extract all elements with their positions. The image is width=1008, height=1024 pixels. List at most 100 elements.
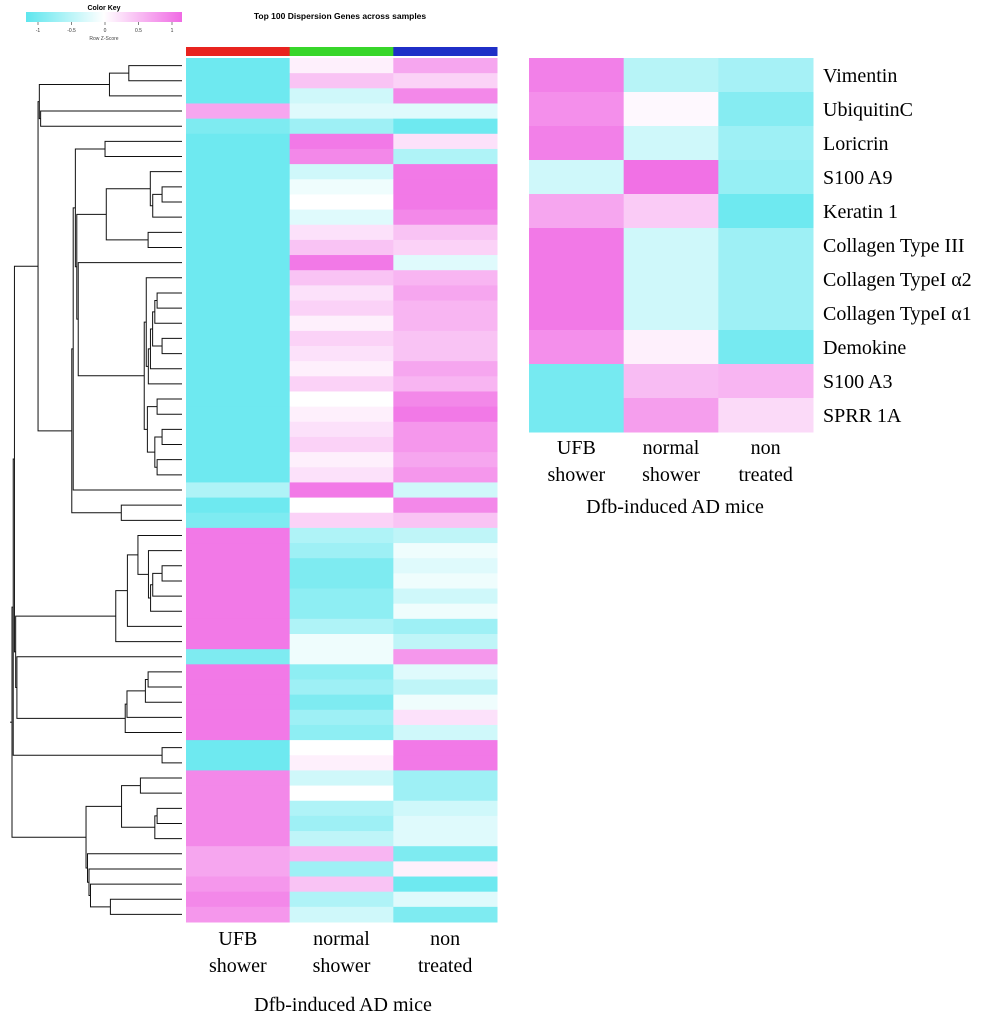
heatmap-cell bbox=[393, 103, 498, 120]
heatmap-cell bbox=[186, 103, 291, 120]
dendrogram-branch bbox=[11, 606, 87, 838]
color-key-subtitle: Row Z-Score bbox=[89, 36, 118, 42]
column-color-swatch bbox=[393, 47, 498, 56]
heatmap-cell bbox=[393, 831, 498, 847]
heatmap-cell bbox=[718, 398, 814, 433]
heatmap-cell bbox=[289, 603, 394, 620]
column-label: UFB bbox=[218, 928, 257, 950]
heatmap-cell bbox=[186, 452, 291, 468]
dendrogram-branch bbox=[120, 504, 182, 521]
heatmap-cell bbox=[718, 228, 814, 263]
heatmap-cell bbox=[186, 270, 291, 286]
heatmap-cell bbox=[186, 148, 291, 165]
dendrogram-branch bbox=[85, 805, 122, 869]
gene-label: Collagen Type III bbox=[823, 235, 965, 257]
color-key-tick-label: -1 bbox=[36, 28, 41, 34]
heatmap-cell bbox=[186, 649, 291, 665]
heatmap-cell bbox=[623, 160, 719, 195]
heatmap-cell bbox=[393, 164, 498, 180]
heatmap-cell bbox=[289, 88, 394, 104]
dendrogram-branch bbox=[72, 207, 182, 491]
heatmap-cell bbox=[289, 255, 394, 271]
heatmap-cell bbox=[289, 588, 394, 605]
heatmap-cell bbox=[393, 239, 498, 256]
dendrogram-branch bbox=[152, 572, 182, 597]
gene-label: Vimentin bbox=[823, 65, 897, 87]
heatmap-cell bbox=[289, 315, 394, 332]
gene-label: Collagen TypeI α2 bbox=[823, 269, 972, 291]
heatmap-cell bbox=[186, 558, 291, 574]
heatmap-cell bbox=[393, 891, 498, 908]
heatmap-cell bbox=[393, 270, 498, 286]
heatmap-cell bbox=[186, 255, 291, 271]
heatmap-cell bbox=[289, 512, 394, 529]
gene-label: S100 A9 bbox=[823, 167, 892, 189]
color-key-tick-label: 0.5 bbox=[135, 28, 142, 34]
heatmap-cell bbox=[393, 906, 498, 923]
heatmap-cell bbox=[186, 543, 291, 559]
heatmap-cell bbox=[186, 179, 291, 195]
heatmap-cell bbox=[289, 270, 394, 286]
heatmap-cell bbox=[289, 831, 394, 847]
color-key-tick-label: 0 bbox=[104, 28, 107, 34]
gene-label: SPRR 1A bbox=[823, 405, 902, 427]
dendrogram-branch bbox=[12, 458, 163, 756]
heatmap-cell bbox=[289, 300, 394, 317]
heatmap-cell bbox=[186, 785, 291, 802]
heatmap-cell bbox=[289, 724, 394, 741]
heatmap-cell bbox=[186, 512, 291, 529]
heatmap-cell bbox=[289, 194, 394, 211]
heatmap-cell bbox=[186, 664, 291, 680]
heatmap-cell bbox=[186, 740, 291, 756]
heatmap-cell bbox=[623, 228, 719, 263]
dendrogram-branch bbox=[147, 550, 182, 599]
column-label: shower bbox=[547, 464, 605, 486]
heatmap-cell bbox=[289, 861, 394, 878]
heatmap-cell bbox=[393, 224, 498, 241]
heatmap-cell bbox=[393, 512, 498, 529]
dendrogram-branch bbox=[139, 777, 182, 794]
heatmap-cell bbox=[186, 876, 291, 893]
heatmap-cell bbox=[186, 406, 291, 423]
heatmap-cell bbox=[289, 740, 394, 756]
heatmap-cell bbox=[289, 527, 394, 544]
heatmap-cell bbox=[393, 376, 498, 392]
heatmap-cell bbox=[186, 391, 291, 408]
heatmap-cell bbox=[393, 421, 498, 438]
heatmap-cell bbox=[289, 709, 394, 726]
heatmap-cell bbox=[289, 634, 394, 650]
dendrogram-branch bbox=[76, 213, 107, 320]
heatmap-cell bbox=[393, 194, 498, 211]
heatmap-cell bbox=[393, 330, 498, 347]
heatmap-cell bbox=[529, 228, 625, 263]
heatmap-cell bbox=[289, 73, 394, 89]
heatmap-cell bbox=[529, 160, 625, 195]
heatmap-cell bbox=[186, 346, 291, 362]
heatmap-cell bbox=[393, 573, 498, 590]
heatmap-cell bbox=[289, 118, 394, 135]
dendrogram-branch bbox=[161, 565, 182, 582]
heatmap-cell bbox=[529, 262, 625, 297]
heatmap-cell bbox=[186, 118, 291, 135]
heatmap-cell bbox=[393, 88, 498, 104]
dendrogram-branch bbox=[147, 671, 182, 688]
left-heatmap-cells bbox=[186, 58, 498, 923]
heatmap-cell bbox=[289, 361, 394, 377]
heatmap-cell bbox=[393, 846, 498, 862]
heatmap-cell bbox=[186, 573, 291, 590]
column-label: shower bbox=[642, 464, 700, 486]
column-label: non bbox=[751, 437, 781, 459]
right-xlabel: Dfb-induced AD mice bbox=[586, 496, 764, 518]
right-heatmap-cells bbox=[529, 58, 814, 433]
heatmap-cell bbox=[186, 618, 291, 635]
heatmap-cell bbox=[623, 398, 719, 433]
row-dendrogram bbox=[10, 65, 182, 915]
heatmap-cell bbox=[289, 148, 394, 165]
dendrogram-branch bbox=[89, 883, 182, 908]
dendrogram-branch bbox=[154, 815, 182, 840]
dendrogram-branch bbox=[161, 428, 182, 446]
heatmap-cell bbox=[393, 391, 498, 408]
dendrogram-branch bbox=[137, 534, 182, 575]
heatmap-cell bbox=[718, 194, 814, 229]
heatmap-cell bbox=[186, 164, 291, 180]
